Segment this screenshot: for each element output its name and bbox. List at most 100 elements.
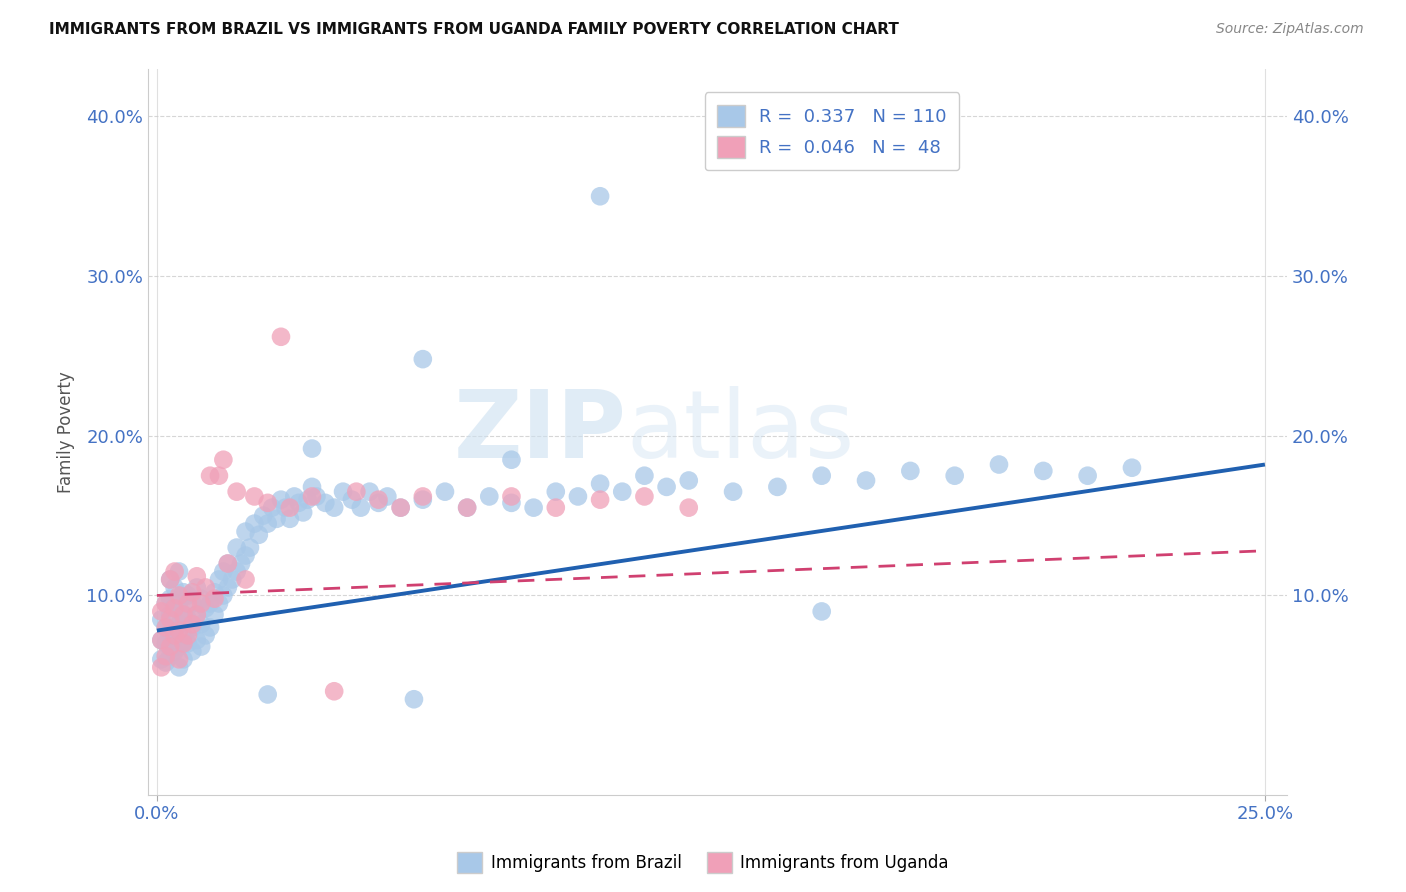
Point <box>340 492 363 507</box>
Point <box>274 500 297 515</box>
Point <box>186 633 208 648</box>
Point <box>402 692 425 706</box>
Point <box>252 508 274 523</box>
Point <box>190 617 212 632</box>
Point <box>225 541 247 555</box>
Point <box>766 480 789 494</box>
Point <box>235 549 257 563</box>
Point <box>217 557 239 571</box>
Point <box>247 528 270 542</box>
Point <box>589 189 612 203</box>
Point <box>204 607 226 622</box>
Point <box>270 330 292 344</box>
Point <box>181 620 204 634</box>
Point <box>589 492 612 507</box>
Point <box>412 492 434 507</box>
Point <box>301 442 323 456</box>
Point <box>217 557 239 571</box>
Point <box>198 597 221 611</box>
Point <box>243 516 266 531</box>
Point <box>544 484 567 499</box>
Point <box>150 633 173 648</box>
Point <box>389 500 412 515</box>
Point <box>177 636 200 650</box>
Point <box>159 612 181 626</box>
Point <box>810 604 832 618</box>
Point <box>181 644 204 658</box>
Point <box>239 541 262 555</box>
Point <box>412 490 434 504</box>
Point <box>208 597 231 611</box>
Point <box>181 617 204 632</box>
Point <box>655 480 678 494</box>
Text: IMMIGRANTS FROM BRAZIL VS IMMIGRANTS FROM UGANDA FAMILY POVERTY CORRELATION CHAR: IMMIGRANTS FROM BRAZIL VS IMMIGRANTS FRO… <box>49 22 898 37</box>
Point <box>225 565 247 579</box>
Point <box>567 490 589 504</box>
Point <box>367 492 389 507</box>
Point <box>173 636 195 650</box>
Point <box>159 573 181 587</box>
Point <box>198 620 221 634</box>
Point <box>159 573 181 587</box>
Point <box>150 633 173 648</box>
Point <box>159 649 181 664</box>
Point <box>855 474 877 488</box>
Point <box>159 591 181 606</box>
Point <box>173 585 195 599</box>
Text: Source: ZipAtlas.com: Source: ZipAtlas.com <box>1216 22 1364 37</box>
Point <box>278 500 301 515</box>
Point <box>256 516 278 531</box>
Point <box>208 573 231 587</box>
Point <box>167 597 190 611</box>
Point <box>270 492 292 507</box>
Point <box>159 607 181 622</box>
Text: atlas: atlas <box>627 386 855 478</box>
Point <box>235 524 257 539</box>
Point <box>177 589 200 603</box>
Point <box>167 565 190 579</box>
Point <box>186 607 208 622</box>
Point <box>221 573 243 587</box>
Point <box>501 490 523 504</box>
Point <box>367 496 389 510</box>
Point <box>633 490 655 504</box>
Point <box>167 660 190 674</box>
Point <box>287 496 309 510</box>
Point <box>194 601 217 615</box>
Legend: R =  0.337   N = 110, R =  0.046   N =  48: R = 0.337 N = 110, R = 0.046 N = 48 <box>704 92 959 170</box>
Point <box>501 496 523 510</box>
Point <box>301 480 323 494</box>
Point <box>297 492 319 507</box>
Point <box>523 500 546 515</box>
Point <box>350 500 373 515</box>
Point <box>810 468 832 483</box>
Point <box>173 607 195 622</box>
Point <box>163 601 186 615</box>
Point <box>678 474 700 488</box>
Point <box>898 464 921 478</box>
Point <box>377 490 399 504</box>
Point <box>332 484 354 499</box>
Point <box>204 585 226 599</box>
Point <box>212 452 235 467</box>
Point <box>155 597 177 611</box>
Point <box>194 628 217 642</box>
Y-axis label: Family Poverty: Family Poverty <box>58 371 75 492</box>
Point <box>159 640 181 654</box>
Point <box>155 636 177 650</box>
Point <box>589 476 612 491</box>
Point <box>678 500 700 515</box>
Point <box>163 581 186 595</box>
Point <box>359 484 381 499</box>
Point <box>150 604 173 618</box>
Point <box>283 490 305 504</box>
Point <box>198 468 221 483</box>
Point <box>1121 460 1143 475</box>
Point <box>721 484 744 499</box>
Point <box>478 490 501 504</box>
Point <box>150 660 173 674</box>
Point <box>163 601 186 615</box>
Point <box>633 468 655 483</box>
Point <box>212 589 235 603</box>
Point <box>181 597 204 611</box>
